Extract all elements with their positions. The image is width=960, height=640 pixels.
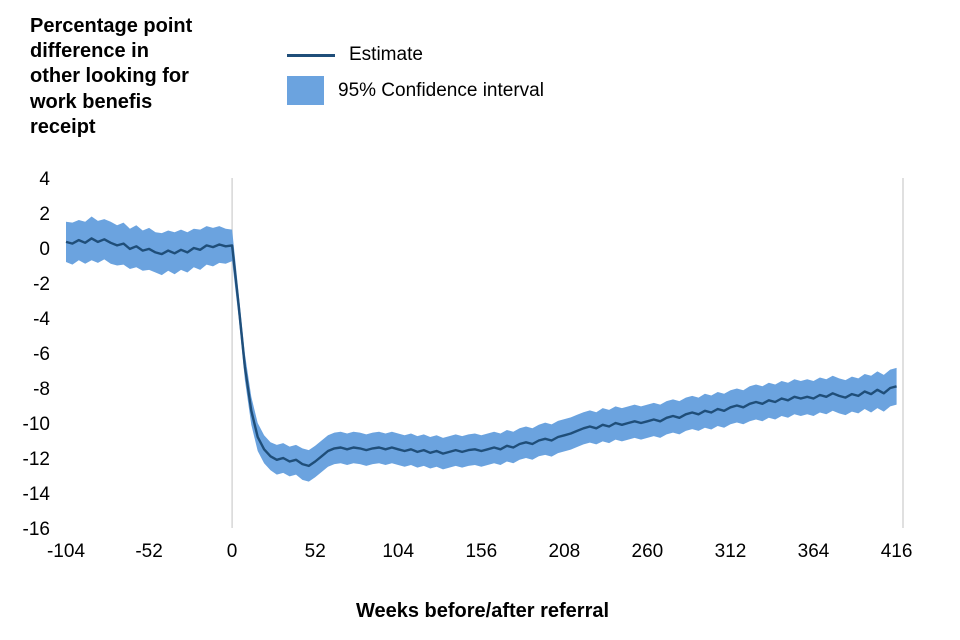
y-tick-label: -16	[23, 519, 50, 540]
estimate-line-swatch	[287, 53, 335, 57]
confidence-band	[66, 216, 897, 482]
y-tick-label: 0	[39, 239, 50, 260]
confidence-band-swatch	[287, 76, 324, 105]
x-tick-label: -104	[47, 541, 85, 562]
y-tick-label: -12	[23, 449, 50, 470]
legend-item-confidence-interval: 95% Confidence interval	[287, 76, 544, 105]
x-tick-label: 0	[227, 541, 238, 562]
y-axis-title: Percentage point difference in other loo…	[30, 15, 193, 138]
legend-label-confidence-interval: 95% Confidence interval	[338, 79, 544, 101]
y-tick-label: -4	[33, 309, 50, 330]
x-tick-label: 104	[382, 541, 414, 562]
x-tick-label: 52	[305, 541, 326, 562]
x-tick-label: -52	[135, 541, 162, 562]
x-tick-label: 312	[715, 541, 747, 562]
legend-label-estimate: Estimate	[349, 44, 423, 65]
x-tick-label: 156	[465, 541, 497, 562]
y-tick-label: -14	[23, 484, 51, 505]
y-tick-label: -2	[33, 274, 50, 295]
x-tick-label: 416	[881, 541, 913, 562]
y-tick-label: -10	[23, 414, 50, 435]
x-tick-label: 364	[798, 541, 830, 562]
estimate-line	[65, 237, 897, 468]
y-tick-label: -8	[33, 379, 50, 400]
y-tick-label: -6	[33, 344, 50, 365]
x-tick-label: 208	[549, 541, 581, 562]
y-tick-label: 2	[39, 204, 50, 225]
x-axis-title: Weeks before/after referral	[355, 600, 610, 622]
x-tick-label: 260	[632, 541, 664, 562]
legend-item-estimate: Estimate	[287, 44, 544, 66]
legend: Estimate 95% Confidence interval	[287, 44, 544, 105]
y-tick-label: 4	[39, 169, 50, 190]
